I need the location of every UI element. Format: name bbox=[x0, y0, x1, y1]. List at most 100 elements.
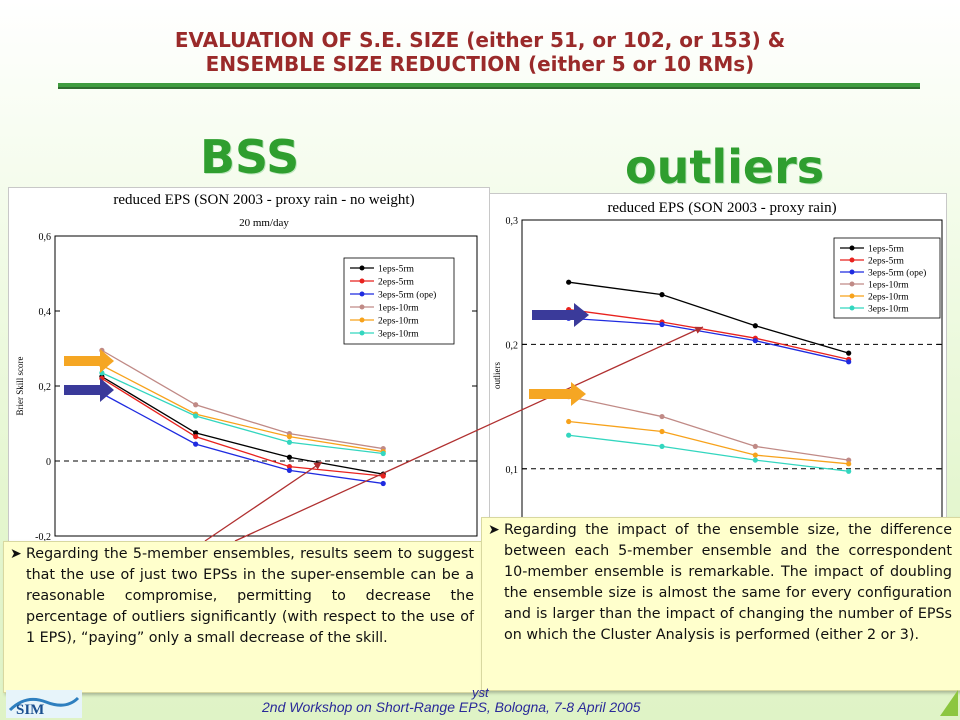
legend-label: 3eps-10rm bbox=[378, 330, 419, 340]
legend-label: 2eps-10rm bbox=[868, 293, 909, 303]
legend-label: 3eps-10rm bbox=[868, 305, 909, 315]
data-point-3eps-10rm bbox=[193, 413, 199, 419]
chart-title: reduced EPS (SON 2003 - proxy rain) bbox=[607, 200, 836, 216]
data-point-3eps-10rm bbox=[752, 457, 758, 463]
legend-marker-3eps-5rm (ope) bbox=[359, 291, 365, 297]
legend-marker-2eps-10rm bbox=[849, 293, 855, 299]
data-point-2eps-10rm bbox=[846, 461, 852, 467]
data-point-3eps-10rm bbox=[566, 432, 572, 438]
y-tick-label: 0,4 bbox=[39, 307, 52, 318]
y-tick-label: -0,2 bbox=[35, 532, 51, 541]
annotation-arrow-outliers bbox=[234, 326, 704, 542]
y-axis-label: Brier Skill score bbox=[15, 357, 25, 416]
data-point-2eps-10rm bbox=[752, 452, 758, 458]
data-point-2eps-10rm bbox=[659, 428, 665, 435]
chart-subtitle: 20 mm/day bbox=[239, 217, 289, 229]
legend-frame bbox=[343, 257, 455, 345]
data-point-3eps-5rm (ope) bbox=[659, 321, 665, 328]
data-point-1eps-10rm bbox=[752, 443, 758, 450]
series-line-1eps-5rm bbox=[568, 281, 849, 354]
y-tick-label: 0,1 bbox=[506, 465, 519, 476]
series-line-3eps-5rm (ope) bbox=[101, 392, 384, 485]
series-line-1eps-5rm bbox=[101, 376, 384, 475]
left-note-box: ➤ Regarding the 5-member ensembles, resu… bbox=[3, 541, 483, 693]
footer-fragment: yst bbox=[472, 685, 489, 700]
bullet-arrow-icon: ➤ bbox=[10, 546, 22, 562]
logo-text: SIM bbox=[16, 702, 44, 718]
series-line-2eps-5rm bbox=[101, 377, 384, 477]
legend-label: 1eps-10rm bbox=[378, 304, 419, 314]
data-point-3eps-5rm (ope) bbox=[846, 359, 852, 365]
outliers-chart-panel: reduced EPS (SON 2003 - proxy rain) outli… bbox=[489, 193, 947, 540]
y-tick-label: 0,3 bbox=[506, 216, 519, 227]
bullet-arrow-icon: ➤ bbox=[488, 522, 500, 538]
navy-pointer-arrow-left bbox=[64, 378, 114, 402]
data-point-1eps-5rm bbox=[566, 279, 572, 285]
data-point-1eps-5rm bbox=[193, 430, 199, 436]
y-tick-label: 0 bbox=[46, 457, 51, 468]
series-line-3eps-5rm (ope) bbox=[568, 317, 849, 363]
y-axis-label: outliers bbox=[492, 362, 502, 389]
series-line-1eps-10rm bbox=[101, 349, 384, 450]
data-point-1eps-5rm bbox=[659, 292, 665, 298]
left-note-text: Regarding the 5-member ensembles, result… bbox=[26, 546, 474, 646]
data-point-1eps-5rm bbox=[286, 454, 293, 460]
legend-frame bbox=[833, 237, 941, 319]
data-point-1eps-5rm bbox=[846, 350, 852, 356]
data-point-2eps-10rm bbox=[566, 418, 572, 425]
data-point-2eps-5rm bbox=[193, 434, 199, 440]
data-point-3eps-10rm bbox=[846, 468, 852, 474]
bss-chart: reduced EPS (SON 2003 - proxy rain - no … bbox=[15, 192, 478, 543]
legend-marker-1eps-5rm bbox=[359, 265, 365, 271]
legend-marker-3eps-10rm bbox=[359, 330, 365, 336]
series-line-3eps-10rm bbox=[101, 372, 384, 455]
right-note-box: ➤ Regarding the impact of the ensemble s… bbox=[481, 517, 960, 691]
legend-label: 2eps-5rm bbox=[378, 278, 414, 288]
legend-marker-1eps-5rm bbox=[849, 245, 855, 251]
legend-marker-1eps-10rm bbox=[849, 281, 855, 287]
data-point-3eps-10rm bbox=[286, 439, 293, 445]
y-tick-label: 0,6 bbox=[39, 232, 52, 243]
sim-logo: SIM bbox=[6, 690, 82, 718]
data-point-3eps-10rm bbox=[380, 450, 386, 457]
data-point-1eps-10rm bbox=[659, 413, 665, 420]
slide-title-line2: ENSEMBLE SIZE REDUCTION (either 5 or 10 … bbox=[205, 52, 755, 76]
series-line-2eps-10rm bbox=[568, 420, 849, 465]
data-point-3eps-5rm (ope) bbox=[380, 480, 386, 487]
legend-label: 1eps-10rm bbox=[868, 281, 909, 291]
bss-heading: BSS bbox=[200, 130, 300, 184]
corner-decoration bbox=[940, 690, 958, 716]
legend-label: 3eps-5rm (ope) bbox=[868, 268, 926, 279]
legend-label: 2eps-10rm bbox=[378, 317, 419, 327]
outliers-heading: outliers bbox=[625, 140, 825, 194]
chart-title: reduced EPS (SON 2003 - proxy rain - no … bbox=[113, 192, 414, 208]
series-line-1eps-10rm bbox=[568, 396, 849, 461]
data-point-3eps-5rm (ope) bbox=[193, 441, 199, 447]
y-tick-label: 0,2 bbox=[506, 340, 519, 351]
legend-marker-3eps-10rm bbox=[849, 305, 855, 311]
data-point-3eps-10rm bbox=[659, 443, 665, 450]
data-point-2eps-10rm bbox=[286, 434, 293, 440]
series-line-3eps-10rm bbox=[568, 434, 849, 472]
legend-marker-3eps-5rm (ope) bbox=[849, 269, 855, 275]
slide-title: EVALUATION OF S.E. SIZE (either 51, or 1… bbox=[0, 28, 960, 76]
legend-label: 1eps-5rm bbox=[868, 245, 904, 255]
title-underline bbox=[58, 83, 920, 89]
data-point-1eps-5rm bbox=[752, 323, 758, 329]
y-tick-label: 0,2 bbox=[39, 382, 52, 393]
footer-text: 2nd Workshop on Short-Range EPS, Bologna… bbox=[262, 699, 641, 715]
legend-label: 1eps-5rm bbox=[378, 265, 414, 275]
data-point-1eps-10rm bbox=[846, 457, 852, 463]
legend-marker-2eps-10rm bbox=[359, 317, 365, 323]
legend-marker-1eps-10rm bbox=[359, 304, 365, 310]
data-point-2eps-5rm bbox=[286, 464, 293, 470]
series-line-2eps-5rm bbox=[568, 308, 849, 360]
orange-pointer-arrow-right bbox=[529, 382, 586, 406]
outliers-chart: reduced EPS (SON 2003 - proxy rain) outli… bbox=[492, 200, 943, 532]
legend-label: 2eps-5rm bbox=[868, 257, 904, 267]
orange-pointer-arrow-left bbox=[64, 349, 114, 373]
annotation-arrow-bss bbox=[204, 461, 323, 542]
